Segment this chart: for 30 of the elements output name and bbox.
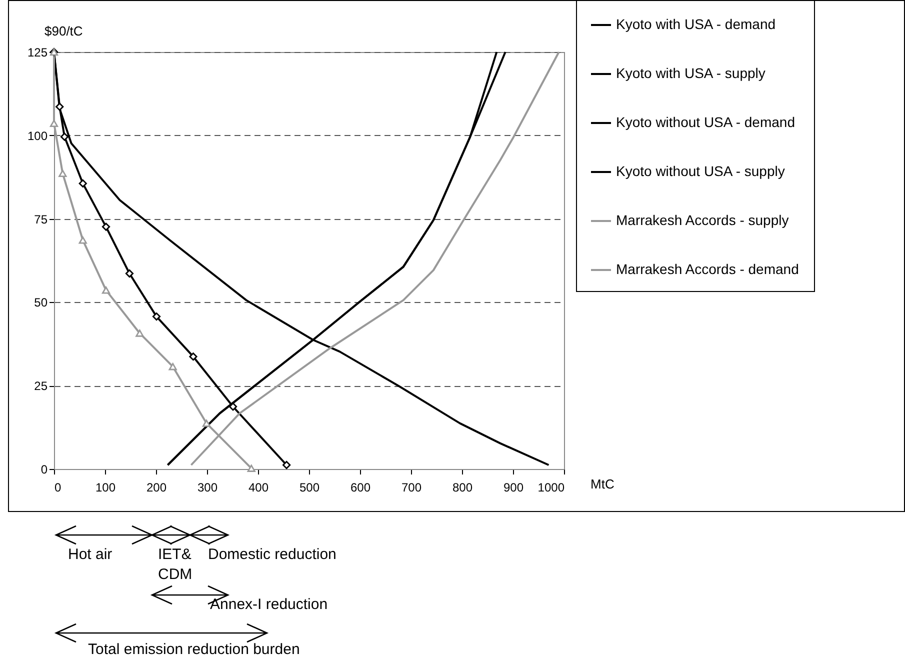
y-tick-label: 75 bbox=[34, 212, 48, 226]
text: IET& CDM bbox=[158, 545, 192, 585]
y-tick-label: 0 bbox=[40, 462, 48, 476]
x-tick-label: 400 bbox=[248, 480, 269, 494]
legend-label: Kyoto with USA - supply bbox=[616, 65, 766, 81]
legend-label: Marrakesh Accords - supply bbox=[616, 212, 789, 228]
text: Hot air bbox=[68, 545, 112, 565]
y-tick-label: 50 bbox=[34, 296, 48, 310]
legend-label: Kyoto with USA - demand bbox=[616, 16, 776, 32]
legend-label: Kyoto without USA - demand bbox=[616, 114, 795, 130]
y-tick-label: 125 bbox=[27, 46, 48, 60]
x-tick-label: 1000 bbox=[538, 480, 565, 494]
text: Domestic reduction bbox=[208, 545, 336, 565]
x-axis-title: MtC bbox=[590, 476, 614, 492]
x-tick-label: 300 bbox=[197, 480, 218, 494]
x-tick-label: 700 bbox=[401, 480, 422, 494]
x-tick-label: 0 bbox=[54, 480, 62, 494]
x-tick-label: 100 bbox=[95, 480, 116, 494]
y-tick-label: 25 bbox=[34, 379, 48, 394]
x-tick-label: 600 bbox=[350, 480, 371, 494]
y-axis-title: $90/tC bbox=[44, 24, 83, 38]
y-tick-label: 100 bbox=[27, 128, 48, 143]
legend-label: Marrakesh Accords - demand bbox=[616, 261, 799, 277]
x-tick-label: 800 bbox=[452, 480, 473, 494]
x-tick-label: 500 bbox=[299, 480, 320, 494]
x-tick-label: 200 bbox=[146, 480, 167, 494]
text: Annex-I reduction bbox=[210, 595, 328, 615]
legend-label: Kyoto without USA - supply bbox=[616, 163, 785, 179]
x-tick-label: 900 bbox=[503, 480, 524, 494]
text: Total emission reduction burden bbox=[88, 640, 300, 660]
